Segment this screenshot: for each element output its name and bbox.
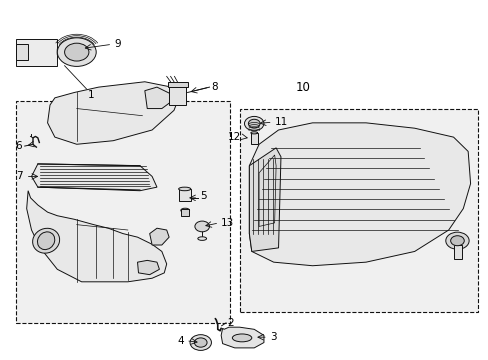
Bar	[16, 44, 28, 60]
Text: 1: 1	[88, 90, 94, 100]
Polygon shape	[137, 260, 159, 275]
Circle shape	[57, 38, 96, 66]
Text: 6: 6	[15, 141, 22, 151]
Polygon shape	[144, 87, 171, 109]
Polygon shape	[249, 123, 469, 266]
Polygon shape	[221, 327, 264, 348]
Text: 11: 11	[274, 117, 287, 127]
Text: 2: 2	[227, 318, 234, 328]
Circle shape	[194, 338, 206, 347]
Polygon shape	[57, 48, 72, 56]
Bar	[169, 85, 186, 105]
Polygon shape	[47, 82, 179, 144]
Text: 3: 3	[269, 332, 276, 342]
Bar	[453, 245, 461, 258]
Polygon shape	[249, 148, 281, 251]
Text: 5: 5	[200, 191, 206, 201]
Text: 9: 9	[114, 39, 121, 49]
Ellipse shape	[232, 334, 251, 342]
Bar	[239, 109, 477, 312]
Text: 10: 10	[295, 81, 310, 94]
Circle shape	[190, 335, 211, 350]
Text: 8: 8	[211, 82, 218, 92]
Ellipse shape	[178, 187, 190, 191]
Text: 7: 7	[16, 171, 23, 181]
Circle shape	[248, 119, 260, 128]
Polygon shape	[149, 228, 169, 245]
Circle shape	[195, 221, 209, 232]
Bar	[16, 102, 229, 323]
Ellipse shape	[198, 237, 206, 240]
Bar	[181, 209, 189, 216]
Circle shape	[244, 116, 264, 131]
Bar	[179, 189, 191, 202]
Bar	[250, 133, 257, 144]
Text: 12: 12	[227, 132, 240, 142]
Text: 13: 13	[221, 218, 234, 228]
Circle shape	[64, 43, 89, 61]
Text: 4: 4	[177, 336, 183, 346]
Bar	[167, 82, 187, 87]
Ellipse shape	[250, 132, 257, 134]
Ellipse shape	[38, 232, 55, 249]
Circle shape	[445, 232, 468, 249]
Bar	[16, 39, 57, 66]
Circle shape	[450, 236, 463, 246]
Polygon shape	[27, 191, 166, 282]
Ellipse shape	[181, 208, 189, 212]
Ellipse shape	[33, 228, 60, 253]
Polygon shape	[31, 164, 157, 191]
